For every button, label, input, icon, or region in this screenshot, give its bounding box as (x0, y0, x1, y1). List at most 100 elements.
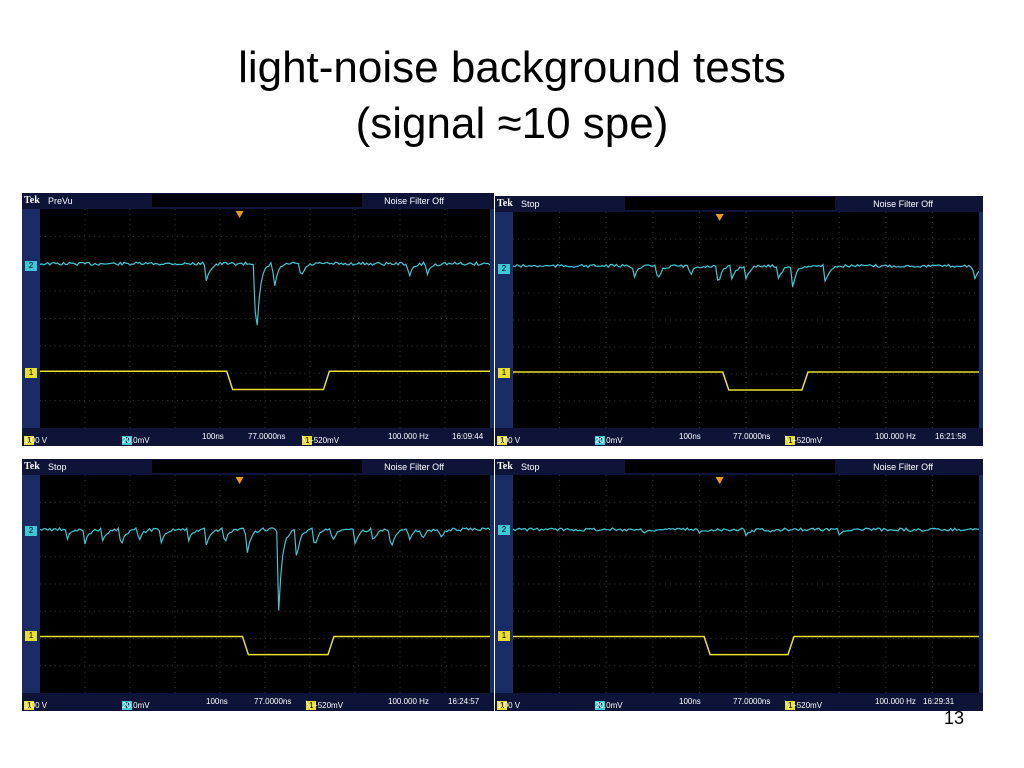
title-line-2: (signal ≈10 spe) (355, 99, 669, 148)
ch2-trace (40, 261, 490, 326)
ch1-trace (513, 635, 979, 656)
trigger-position-bar (152, 460, 362, 473)
trigger-marker-icon (715, 214, 724, 221)
scope-footer: 1 1.00 V 2 20.0mV 100ns 77.0000ns 1 ╲ −520m… (495, 428, 983, 446)
trigger-marker-icon (235, 211, 244, 219)
mode-label: Stop (521, 462, 540, 472)
ch2-scale: 20.0mV (122, 701, 150, 710)
timebase: 100ns (202, 432, 224, 441)
ch2-marker: 2 (25, 526, 37, 536)
trigger-source-tag: 1 (785, 701, 796, 710)
scope-screen (40, 209, 490, 428)
scope-header: Tek Stop Noise Filter Off (495, 459, 983, 475)
ch2-scale: 20.0mV (122, 436, 150, 445)
mode-label: Stop (521, 199, 540, 209)
noise-filter-label: Noise Filter Off (873, 462, 933, 472)
ch1-trace (40, 635, 490, 656)
scope-header: Tek PreVu Noise Filter Off (22, 193, 494, 209)
ch2-tag: 2 (122, 701, 133, 710)
ch1-trace (40, 370, 490, 391)
scope-header: Tek Stop Noise Filter Off (22, 459, 494, 475)
ch2-marker: 2 (25, 261, 37, 271)
waveform-display (513, 212, 979, 428)
ch2-marker: 2 (498, 264, 510, 274)
ch2-trace (513, 527, 979, 537)
ch1-scale: 1.00 V (497, 701, 521, 710)
scope-capture-1: Tek PreVu Noise Filter Off 2 1 1 1.00 V 2… (22, 193, 494, 446)
ch1-tag: 1 (24, 701, 35, 710)
frequency: 100.000 Hz (388, 697, 429, 706)
trigger-level: ╲ −520mV (302, 436, 340, 445)
ch2-trace (40, 526, 490, 611)
trigger-marker-icon (235, 477, 244, 485)
timebase: 100ns (679, 432, 701, 441)
trigger-source-tag: 1 (306, 701, 317, 710)
waveform-display (40, 209, 490, 428)
scope-screen (513, 475, 979, 693)
ch2-scale: 20.0mV (595, 701, 623, 710)
brand-label: Tek (497, 461, 513, 472)
ch1-scale: 1.00 V (24, 436, 48, 445)
waveform-display (40, 475, 490, 693)
ch2-tag: 2 (122, 436, 133, 445)
noise-filter-label: Noise Filter Off (384, 462, 444, 472)
ch1-marker: 1 (25, 368, 37, 378)
ch2-trace (513, 263, 979, 287)
scope-header: Tek Stop Noise Filter Off (495, 196, 983, 212)
mode-label: PreVu (48, 196, 73, 206)
ch1-scale: 1.00 V (24, 701, 48, 710)
trigger-level: ╲ −520mV (785, 436, 823, 445)
scope-screen (40, 475, 490, 693)
ch1-tag: 1 (497, 701, 508, 710)
timestamp: 16:09:44 (452, 432, 484, 441)
ch1-scale: 1.00 V (497, 436, 521, 445)
scope-footer: 1 1.00 V 2 20.0mV 100ns 77.0000ns 1 ╲ −520m… (22, 693, 494, 711)
mode-label: Stop (48, 462, 67, 472)
trigger-marker-icon (715, 477, 724, 485)
ch2-scale: 20.0mV (595, 436, 623, 445)
trigger-position-bar (152, 194, 362, 207)
timestamp: 16:24:57 (448, 697, 480, 706)
trigger-position: 77.0000ns (248, 432, 286, 441)
waveform-display (513, 475, 979, 693)
brand-label: Tek (24, 195, 40, 206)
ch2-tag: 2 (595, 436, 606, 445)
scope-footer: 1 1.00 V 2 20.0mV 100ns 77.0000ns 1 ╲ −520m… (495, 693, 983, 711)
timebase: 100ns (679, 697, 701, 706)
ch1-tag: 1 (24, 436, 35, 445)
ch1-trace (513, 371, 979, 391)
noise-filter-label: Noise Filter Off (384, 196, 444, 206)
scope-screen (513, 212, 979, 428)
trigger-level: ╲ −520mV (306, 701, 344, 710)
trigger-position: 77.0000ns (733, 697, 771, 706)
brand-label: Tek (24, 461, 40, 472)
slide-title: light-noise background tests (signal ≈10… (0, 40, 1024, 152)
timebase: 100ns (206, 697, 228, 706)
trigger-source-tag: 1 (302, 436, 313, 445)
frequency: 100.000 Hz (875, 697, 916, 706)
title-line-1: light-noise background tests (238, 43, 786, 92)
ch1-tag: 1 (497, 436, 508, 445)
ch1-marker: 1 (498, 368, 510, 378)
trigger-level: ╲ −520mV (785, 701, 823, 710)
brand-label: Tek (497, 198, 513, 209)
noise-filter-label: Noise Filter Off (873, 199, 933, 209)
timestamp: 16:29:31 (923, 697, 955, 706)
ch1-marker: 1 (25, 631, 37, 641)
ch2-tag: 2 (595, 701, 606, 710)
page-number: 13 (943, 708, 964, 728)
trigger-source-tag: 1 (785, 436, 796, 445)
timestamp: 16:21:58 (935, 432, 967, 441)
trigger-position: 77.0000ns (733, 432, 771, 441)
trigger-position-bar (625, 197, 835, 210)
trigger-position-bar (625, 460, 835, 473)
scope-footer: 1 1.00 V 2 20.0mV 100ns 77.0000ns 1 ╲ −520m… (22, 428, 494, 446)
frequency: 100.000 Hz (875, 432, 916, 441)
ch2-marker: 2 (498, 525, 510, 535)
ch1-marker: 1 (498, 631, 510, 641)
frequency: 100.000 Hz (388, 432, 429, 441)
trigger-position: 77.0000ns (254, 697, 292, 706)
